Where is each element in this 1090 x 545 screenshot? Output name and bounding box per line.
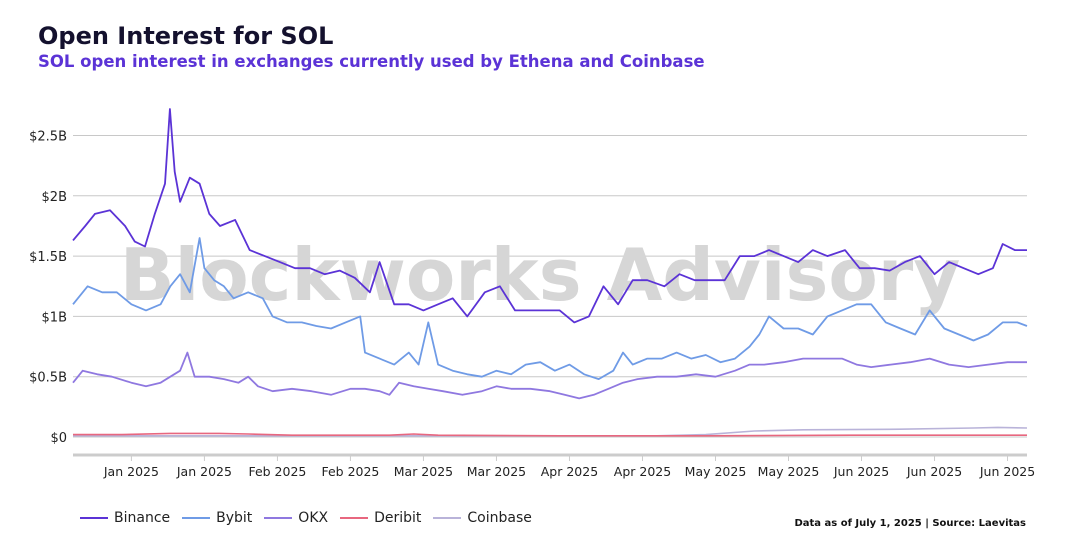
source-note: Data as of July 1, 2025 | Source: Laevit… <box>794 518 1026 529</box>
x-tick-label: Feb 2025 <box>321 464 379 479</box>
legend-label: Binance <box>114 510 171 526</box>
watermark: Blockworks Advisory <box>120 233 961 317</box>
x-tick-label: Jun 2025 <box>906 464 962 479</box>
chart-subtitle: SOL open interest in exchanges currently… <box>38 52 705 71</box>
y-tick-label: $0.5B <box>29 371 67 386</box>
x-tick-label: Feb 2025 <box>248 464 306 479</box>
x-tick-label: Apr 2025 <box>614 464 671 479</box>
y-tick-label: $1.5B <box>29 250 67 265</box>
legend-item-deribit[interactable]: Deribit <box>340 510 421 526</box>
series-line-deribit <box>73 432 1027 437</box>
legend-item-okx[interactable]: OKX <box>264 510 328 526</box>
y-tick-label: $0 <box>50 431 67 446</box>
x-tick-label: Apr 2025 <box>541 464 598 479</box>
legend-swatch <box>340 517 369 519</box>
series-line-bybit <box>72 237 1028 380</box>
x-tick-label: Jun 2025 <box>833 464 889 479</box>
y-tick-label: $1B <box>42 310 67 325</box>
y-tick-label: $2.5B <box>29 130 67 145</box>
x-tick-label: May 2025 <box>685 464 747 479</box>
legend-swatch <box>80 517 108 519</box>
chart-title: Open Interest for SOL <box>38 22 334 50</box>
legend-item-coinbase[interactable]: Coinbase <box>433 510 532 526</box>
legend-label: OKX <box>298 510 329 526</box>
legend-swatch <box>264 517 293 519</box>
x-tick-label: May 2025 <box>758 464 820 479</box>
x-tick-label: Jun 2025 <box>979 464 1035 479</box>
legend-label: Deribit <box>374 510 422 526</box>
series-line-coinbase <box>73 426 1028 437</box>
series-line-binance <box>72 108 1027 324</box>
y-tick-label: $2B <box>42 190 67 205</box>
x-tick-label: Jan 2025 <box>176 464 232 479</box>
legend-label: Coinbase <box>467 510 532 526</box>
legend-item-binance[interactable]: Binance <box>80 510 170 526</box>
x-tick-label: Jan 2025 <box>103 464 159 479</box>
legend-label: Bybit <box>216 510 253 526</box>
legend: Binance Bybit OKX Deribit Coinbase <box>80 510 532 526</box>
legend-swatch <box>182 517 211 519</box>
x-tick-label: Mar 2025 <box>394 464 453 479</box>
legend-item-bybit[interactable]: Bybit <box>182 510 252 526</box>
x-tick-label: Mar 2025 <box>467 464 526 479</box>
series-line-okx <box>72 351 1027 400</box>
legend-swatch <box>433 517 462 519</box>
